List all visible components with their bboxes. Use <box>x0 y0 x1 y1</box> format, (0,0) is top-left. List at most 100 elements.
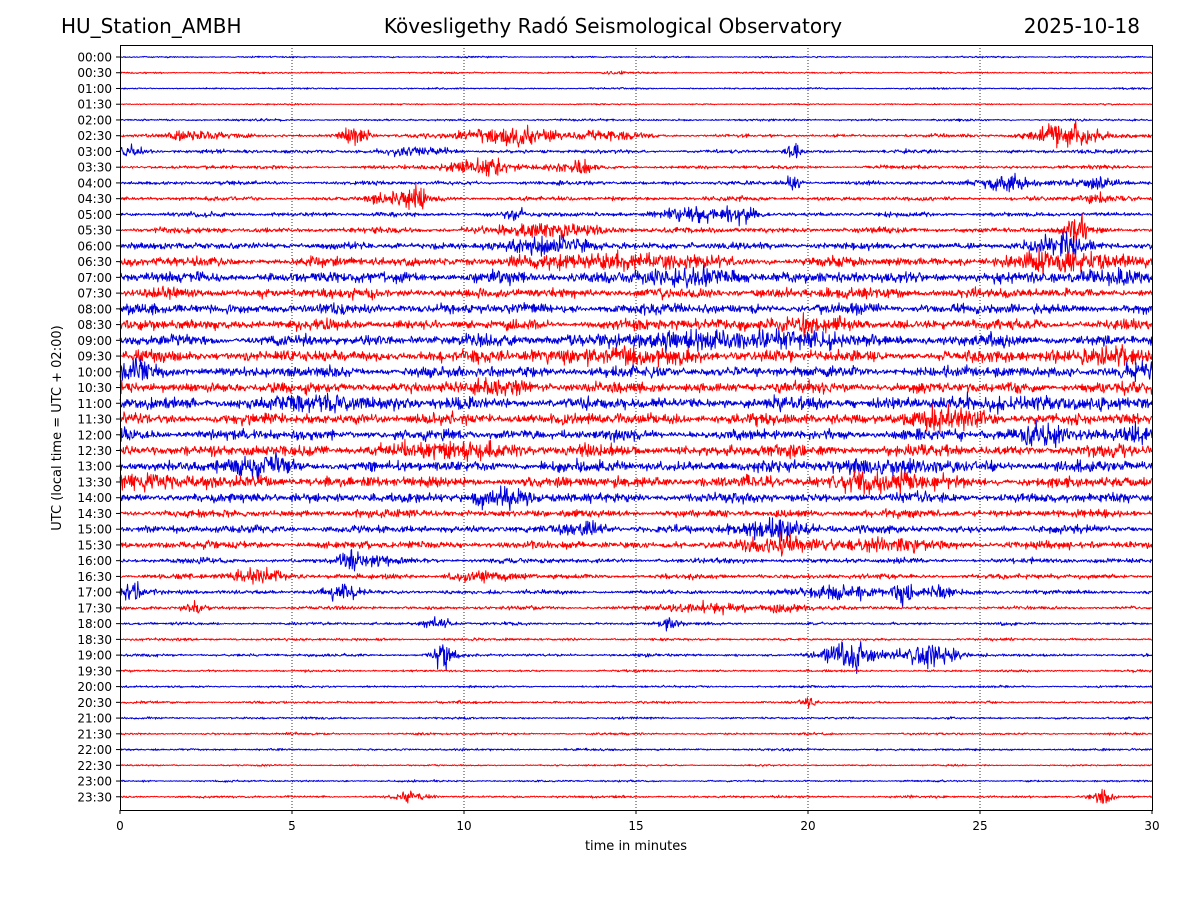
trace-12:30 <box>119 438 1153 462</box>
y-tick-label: 11:30 <box>77 413 112 427</box>
x-tick-label-30: 30 <box>1144 819 1159 833</box>
y-tick-label: 03:30 <box>77 161 112 175</box>
y-tick-label: 16:30 <box>77 570 112 584</box>
trace-05:00 <box>119 205 1153 227</box>
trace-18:00 <box>119 616 1153 632</box>
trace-13:30 <box>119 467 1153 496</box>
y-tick-label: 20:00 <box>77 680 112 694</box>
y-tick-label: 15:00 <box>77 523 112 537</box>
trace-13:00 <box>119 451 1153 483</box>
y-tick-label: 09:00 <box>77 334 112 348</box>
trace-23:00 <box>119 779 1153 783</box>
station-name: HU_Station_AMBH <box>61 14 242 38</box>
y-tick-label: 11:00 <box>77 397 112 411</box>
y-tick-label: 23:00 <box>77 775 112 789</box>
y-tick-label: 02:30 <box>77 129 112 143</box>
y-tick-label: 02:00 <box>77 113 112 127</box>
trace-01:30 <box>119 102 1153 106</box>
trace-06:30 <box>119 246 1153 279</box>
plot-frame <box>120 45 1153 811</box>
y-tick-label: 23:30 <box>77 790 112 804</box>
trace-23:30 <box>119 788 1153 804</box>
trace-22:00 <box>119 747 1153 752</box>
y-tick-label: 18:30 <box>77 633 112 647</box>
y-tick-label: 19:00 <box>77 649 112 663</box>
trace-19:30 <box>119 668 1153 674</box>
y-tick-label: 19:30 <box>77 664 112 678</box>
trace-02:30 <box>119 119 1153 149</box>
trace-10:30 <box>119 377 1153 397</box>
trace-03:00 <box>119 142 1153 159</box>
trace-12:00 <box>119 419 1153 449</box>
x-tick-label-0: 0 <box>116 819 124 833</box>
y-tick-label: 14:30 <box>77 507 112 521</box>
chart-date: 2025-10-18 <box>1023 14 1140 38</box>
y-tick-label: 05:00 <box>77 208 112 222</box>
y-tick-label: 04:30 <box>77 192 112 206</box>
y-tick-label: 12:30 <box>77 444 112 458</box>
x-tick-label-15: 15 <box>628 819 643 833</box>
y-tick-label: 17:00 <box>77 586 112 600</box>
y-tick-label: 06:00 <box>77 239 112 253</box>
trace-04:00 <box>119 172 1153 193</box>
trace-08:00 <box>119 302 1153 316</box>
trace-15:30 <box>119 530 1153 557</box>
trace-14:30 <box>119 508 1153 520</box>
y-tick-label: 21:00 <box>77 712 112 726</box>
x-tick-label-20: 20 <box>800 819 815 833</box>
chart-title: Kövesligethy Radó Seismological Observat… <box>383 14 843 38</box>
trace-07:30 <box>119 285 1153 301</box>
trace-00:30 <box>119 70 1153 75</box>
y-tick-label: 10:00 <box>77 365 112 379</box>
trace-14:00 <box>119 485 1153 512</box>
trace-00:00 <box>119 55 1152 59</box>
trace-21:30 <box>119 731 1153 736</box>
y-tick-label: 14:00 <box>77 491 112 505</box>
trace-15:00 <box>119 516 1153 542</box>
trace-21:00 <box>119 716 1153 720</box>
trace-16:00 <box>119 549 1152 572</box>
trace-18:30 <box>119 637 1153 642</box>
y-tick-label: 21:30 <box>77 727 112 741</box>
trace-10:00 <box>119 357 1153 382</box>
y-tick-label: 16:00 <box>77 554 112 568</box>
y-tick-label: 15:30 <box>77 538 112 552</box>
trace-16:30 <box>119 566 1153 585</box>
trace-20:30 <box>120 697 1153 709</box>
trace-22:30 <box>119 763 1153 767</box>
y-tick-label: 01:00 <box>77 82 112 96</box>
y-tick-label: 00:00 <box>77 51 112 65</box>
y-tick-label: 07:30 <box>77 287 112 301</box>
trace-08:30 <box>119 312 1153 337</box>
y-tick-label: 17:30 <box>77 601 112 615</box>
y-tick-label: 01:30 <box>77 98 112 112</box>
trace-01:00 <box>119 86 1153 91</box>
y-axis-label: UTC (local time = UTC + 02:00) <box>50 325 65 530</box>
y-tick-label: 20:30 <box>77 696 112 710</box>
trace-09:30 <box>119 344 1153 368</box>
y-tick-label: 18:00 <box>77 617 112 631</box>
seismic-traces <box>119 55 1153 804</box>
trace-11:00 <box>119 391 1153 415</box>
trace-17:30 <box>119 599 1153 616</box>
y-tick-label: 22:30 <box>77 759 112 773</box>
y-tick-label: 03:00 <box>77 145 112 159</box>
y-tick-label: 12:00 <box>77 428 112 442</box>
x-tick-label-10: 10 <box>456 819 471 833</box>
trace-20:00 <box>119 684 1153 689</box>
trace-04:30 <box>119 183 1153 210</box>
vertical-gridlines <box>291 45 981 810</box>
y-tick-label: 13:30 <box>77 475 112 489</box>
x-axis-label: time in minutes <box>585 839 687 854</box>
y-tick-label: 10:30 <box>77 381 112 395</box>
trace-02:00 <box>120 118 1153 122</box>
x-tick-label-5: 5 <box>288 819 296 833</box>
x-tick-label-25: 25 <box>972 819 987 833</box>
trace-09:00 <box>119 328 1153 354</box>
trace-11:30 <box>119 404 1153 433</box>
y-tick-label: 04:00 <box>77 176 112 190</box>
y-tick-label: 08:30 <box>77 318 112 332</box>
y-tick-label: 08:00 <box>77 302 112 316</box>
